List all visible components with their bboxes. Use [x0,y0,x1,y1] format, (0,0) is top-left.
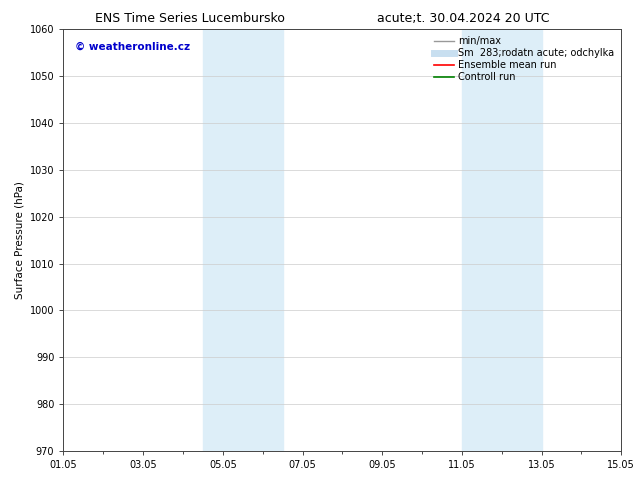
Text: acute;t. 30.04.2024 20 UTC: acute;t. 30.04.2024 20 UTC [377,12,549,25]
Bar [462,29,541,451]
Bar [203,29,283,451]
Y-axis label: Surface Pressure (hPa): Surface Pressure (hPa) [14,181,24,299]
Text: © weatheronline.cz: © weatheronline.cz [75,42,190,52]
Text: ENS Time Series Lucembursko: ENS Time Series Lucembursko [95,12,285,25]
Legend: min/max, Sm  283;rodatn acute; odchylka, Ensemble mean run, Controll run: min/max, Sm 283;rodatn acute; odchylka, … [432,34,616,84]
